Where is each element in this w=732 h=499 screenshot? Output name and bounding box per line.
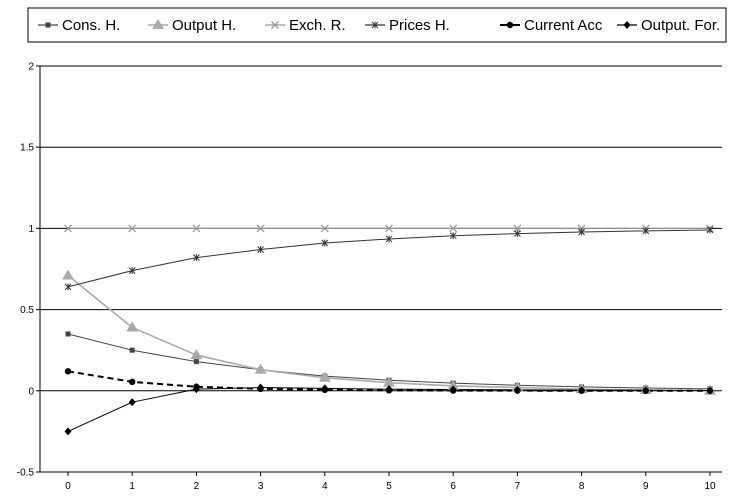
series-5-point-1	[128, 398, 136, 407]
series-3-point-4	[321, 239, 329, 247]
series-1-point-6	[447, 379, 460, 390]
series-lines	[67, 227, 711, 432]
series-2-point-2	[192, 224, 201, 233]
legend-label-4: Current Acc	[524, 17, 603, 34]
legend: Cons. H. Output H. Exch. R. Prices H. Curren…	[27, 7, 727, 43]
legend-marker-4	[506, 21, 514, 29]
series-3-point-2	[193, 254, 200, 262]
series-3-point-7	[514, 230, 521, 238]
series-3-point-0	[64, 283, 72, 291]
series-2-point-0-b	[64, 224, 72, 233]
x-tick-label-8: 8	[579, 481, 585, 492]
series-0-point-0	[65, 331, 71, 337]
series-5-point-5	[385, 385, 393, 394]
legend-label-0: Cons. H.	[62, 17, 120, 34]
series-2-point-5	[385, 224, 393, 233]
legend-label-5: Output. For.	[641, 17, 720, 34]
series-5-point-2	[192, 385, 200, 394]
series-2-point-2-b	[192, 224, 201, 233]
x-tick-label-3: 3	[258, 481, 264, 492]
series-2-point-6-b	[449, 224, 458, 233]
series-5-point-0	[64, 427, 72, 436]
series-5-point-4	[321, 384, 329, 393]
series-2-point-1	[128, 224, 137, 233]
series-5-point-10	[706, 386, 714, 395]
series-5-point-7	[513, 385, 521, 394]
series-2-point-0	[64, 224, 72, 233]
y-tick-label-0: -0.5	[17, 468, 35, 479]
series-3-point-3	[257, 246, 264, 254]
legend-label-1: Output H.	[172, 17, 236, 34]
series-2-point-4	[320, 224, 329, 233]
series-1-point-5	[383, 376, 395, 387]
series-3-point-5	[385, 235, 393, 243]
x-tick-label-0: 0	[65, 481, 71, 492]
series-2-point-4-b	[320, 224, 329, 233]
series-2-point-8-b	[577, 224, 586, 233]
series-5-point-8	[578, 386, 586, 395]
legend-marker-0	[45, 22, 51, 28]
x-tick-label-10: 10	[704, 481, 716, 492]
y-tick-label-3: 1	[28, 224, 34, 235]
series-2-point-6	[449, 224, 458, 233]
series-2-point-3	[256, 224, 265, 233]
series-1-point-4	[318, 371, 331, 382]
x-tick-label-2: 2	[194, 481, 200, 492]
series-line-5	[67, 387, 711, 432]
series-3-point-10	[706, 226, 714, 234]
series-3-point-9	[642, 227, 650, 235]
legend-label-3: Prices H.	[389, 17, 450, 34]
legend-marker-2-b	[271, 21, 279, 29]
legend-label-2: Exch. R.	[289, 17, 346, 34]
y-tick-label-5: 2	[28, 62, 34, 73]
series-5-point-6	[449, 385, 457, 394]
series-markers	[62, 224, 716, 436]
series-2-point-8	[577, 224, 586, 233]
series-1-point-1	[126, 321, 139, 332]
series-2-point-5-b	[385, 224, 393, 233]
series-0-point-2	[193, 359, 199, 365]
x-tick-label-7: 7	[515, 481, 521, 492]
y-tick-label-1: 0	[28, 386, 34, 397]
legend-marker-2	[271, 21, 279, 29]
series-1-point-0	[62, 269, 74, 280]
series-3-point-1	[128, 267, 136, 275]
x-tick-label-6: 6	[450, 481, 456, 492]
series-4-point-0	[64, 368, 72, 375]
series-3-point-6	[449, 232, 457, 240]
series-2-point-3-b	[256, 224, 265, 233]
x-tick-label-1: 1	[129, 481, 135, 492]
y-tick-label-4: 1.5	[20, 143, 34, 154]
legend-marker-5	[623, 21, 631, 29]
y-tick-label-2: 0.5	[20, 305, 34, 316]
series-5-point-9	[642, 386, 650, 395]
series-1-point-2	[190, 349, 203, 360]
series-3-point-8	[578, 228, 585, 236]
tick-labels: -0.5 0 0.5 1 1.5 2 0 1 2 3 4 5 6 7 8 9 10	[17, 62, 716, 493]
series-4-point-1	[129, 378, 136, 386]
series-5-point-3	[257, 383, 265, 392]
series-1-point-3	[254, 363, 267, 374]
series-0-point-1	[129, 347, 135, 353]
legend-marker-1	[152, 19, 164, 29]
x-tick-label-4: 4	[322, 481, 328, 492]
x-tick-label-5: 5	[386, 481, 392, 492]
axes	[36, 65, 722, 476]
series-2-point-1-b	[128, 224, 137, 233]
x-tick-label-9: 9	[643, 481, 649, 492]
legend-marker-3	[371, 21, 379, 29]
series-line-1	[67, 274, 711, 392]
